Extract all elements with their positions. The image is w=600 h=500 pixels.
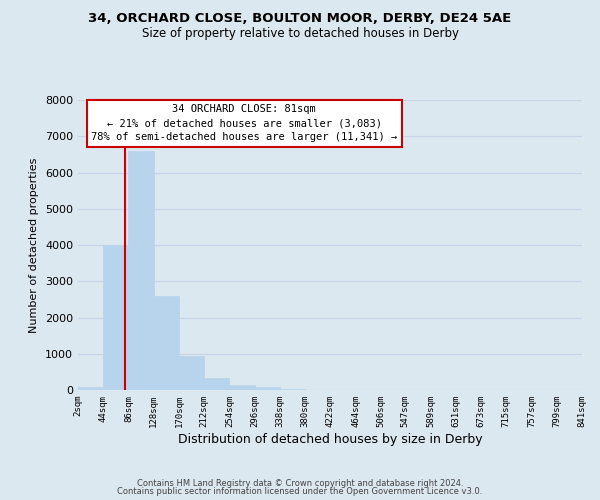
Bar xyxy=(254,388,280,390)
Text: 34, ORCHARD CLOSE, BOULTON MOOR, DERBY, DE24 5AE: 34, ORCHARD CLOSE, BOULTON MOOR, DERBY, … xyxy=(88,12,512,26)
Bar xyxy=(179,356,204,390)
Text: Contains public sector information licensed under the Open Government Licence v3: Contains public sector information licen… xyxy=(118,487,482,496)
Y-axis label: Number of detached properties: Number of detached properties xyxy=(29,158,40,332)
Bar xyxy=(154,296,179,390)
Text: Size of property relative to detached houses in Derby: Size of property relative to detached ho… xyxy=(142,28,458,40)
Bar xyxy=(204,378,229,390)
X-axis label: Distribution of detached houses by size in Derby: Distribution of detached houses by size … xyxy=(178,432,482,446)
Text: 34 ORCHARD CLOSE: 81sqm
← 21% of detached houses are smaller (3,083)
78% of semi: 34 ORCHARD CLOSE: 81sqm ← 21% of detache… xyxy=(91,104,397,142)
Bar xyxy=(128,151,154,390)
Bar xyxy=(78,388,103,390)
Bar xyxy=(103,245,128,390)
Text: Contains HM Land Registry data © Crown copyright and database right 2024.: Contains HM Land Registry data © Crown c… xyxy=(137,478,463,488)
Bar xyxy=(229,386,254,390)
